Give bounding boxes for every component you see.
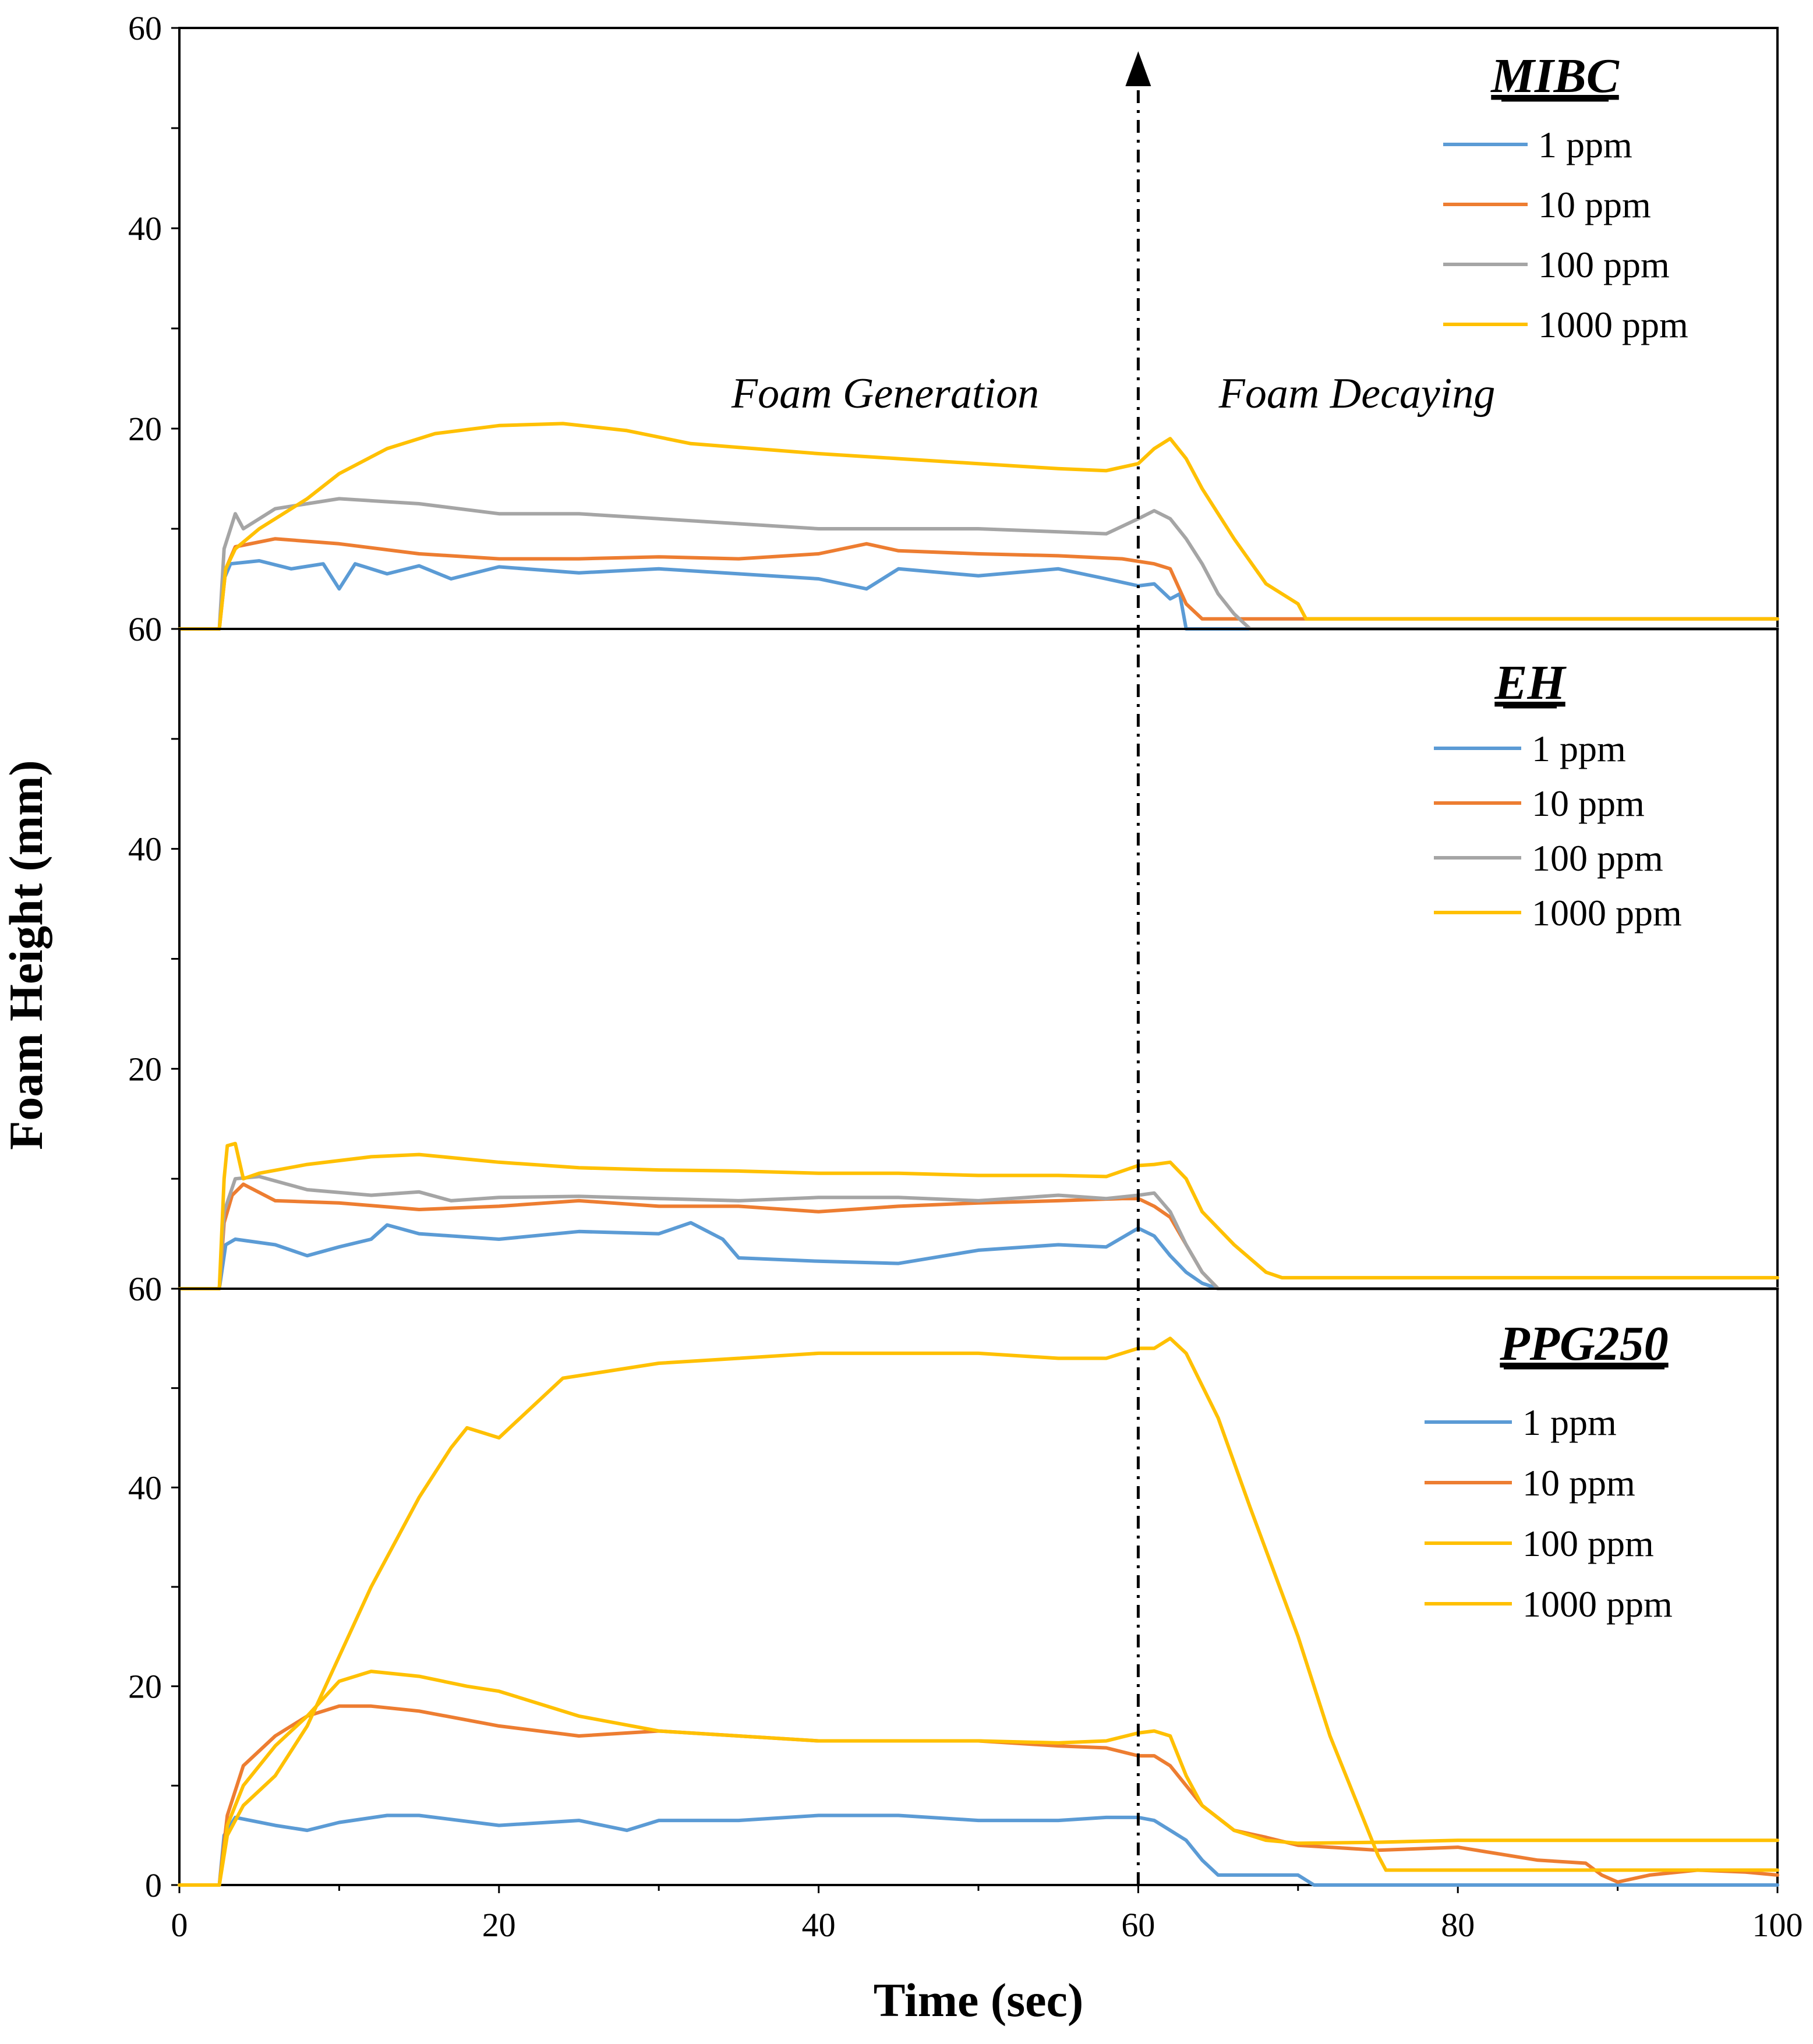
series-line-1-ppm	[178, 1813, 1779, 1887]
y-tick-label: 40	[128, 1469, 162, 1507]
chart-panels: 0 20 40 60 MIBC 1 ppm 10 ppm 100 ppm 1000 ppm 0 20…	[128, 9, 1803, 1944]
y-tick-label: 20	[128, 1668, 162, 1706]
panel-title: PPG250	[1499, 1317, 1668, 1371]
y-tick-label: 0	[145, 1866, 162, 1904]
legend-label: 10 ppm	[1522, 1462, 1635, 1504]
legend-label: 100 ppm	[1532, 837, 1663, 879]
series-line-100-ppm	[178, 497, 1779, 631]
x-axis-title: Time (sec)	[874, 1974, 1084, 2027]
panel-mibc: 0 20 40 60 MIBC 1 ppm 10 ppm 100 ppm 1000 ppm	[128, 9, 1779, 648]
foam-generation-label: Foam Generation	[731, 370, 1039, 418]
panel-eh: 0 20 40 60 EH 1 ppm 10 ppm 100 ppm 1000 ppm	[128, 610, 1779, 1308]
y-tick-label: 20	[128, 410, 162, 448]
x-tick-label: 0	[171, 1906, 188, 1944]
x-tick-label: 100	[1752, 1906, 1803, 1944]
y-tick-label: 40	[128, 830, 162, 868]
y-tick-label: 60	[128, 9, 162, 47]
legend-label: 1 ppm	[1522, 1402, 1617, 1443]
y-axis-title: Foam Height (mm)	[0, 760, 52, 1150]
legend-label: 1 ppm	[1538, 124, 1632, 165]
series-line-10-ppm	[178, 1182, 1779, 1290]
legend-label: 100 ppm	[1538, 244, 1670, 285]
series-line-100-ppm	[178, 1670, 1779, 1887]
y-tick-label: 60	[128, 610, 162, 648]
x-tick-label: 80	[1441, 1906, 1475, 1944]
series-line-1-ppm	[178, 559, 1779, 631]
y-tick-label: 0	[145, 1270, 162, 1308]
arrow-head	[1125, 51, 1151, 86]
y-tick-label: 0	[145, 610, 162, 648]
foam-decaying-label: Foam Decaying	[1218, 370, 1496, 418]
x-tick-label: 40	[802, 1906, 836, 1944]
legend-label: 10 ppm	[1532, 783, 1645, 824]
legend-label: 1000 ppm	[1532, 892, 1682, 933]
x-tick-label: 60	[1121, 1906, 1155, 1944]
legend-label: 1 ppm	[1532, 728, 1626, 769]
series-line-1000-ppm	[178, 1141, 1779, 1290]
series-line-1000-ppm	[178, 422, 1779, 631]
x-tick-label: 20	[482, 1906, 516, 1944]
series-line-1000-ppm	[178, 1336, 1779, 1887]
y-tick-label: 60	[128, 1270, 162, 1308]
series-line-10-ppm	[178, 537, 1779, 631]
panel-title: EH	[1494, 656, 1567, 710]
legend-label: 100 ppm	[1522, 1523, 1654, 1564]
series-line-100-ppm	[178, 1175, 1779, 1290]
y-tick-label: 40	[128, 210, 162, 247]
legend-label: 1000 ppm	[1522, 1583, 1673, 1625]
series-line-1-ppm	[178, 1221, 1779, 1290]
legend-label: 1000 ppm	[1538, 304, 1688, 345]
y-tick-label: 20	[128, 1050, 162, 1088]
series-line-10-ppm	[178, 1704, 1779, 1887]
annotation-overlay: Foam Generation Foam Decaying	[731, 51, 1495, 1885]
panel-title: MIBC	[1490, 49, 1619, 103]
legend-label: 10 ppm	[1538, 184, 1651, 225]
